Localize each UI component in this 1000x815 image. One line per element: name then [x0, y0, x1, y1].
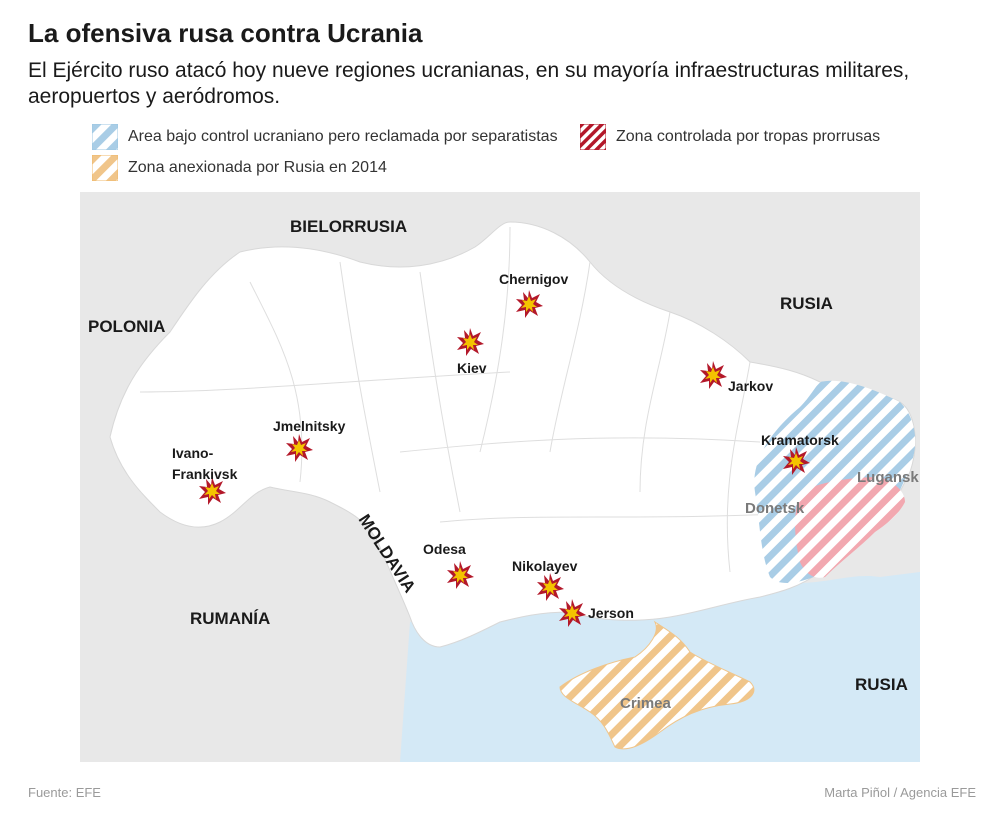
city-label-kramatorsk: Kramatorsk: [761, 432, 839, 448]
city-label-kiev: Kiev: [457, 360, 487, 376]
city-label-nikolayev: Nikolayev: [512, 558, 578, 574]
legend-label-disputed: Area bajo control ucraniano pero reclama…: [128, 128, 558, 145]
region-label-donetsk: Donetsk: [745, 500, 805, 517]
legend-label-prorussian: Zona controlada por tropas prorrusas: [616, 128, 881, 145]
footer-source: Fuente: EFE: [28, 785, 101, 800]
legend-item-prorussian: Zona controlada por tropas prorrusas: [580, 124, 880, 150]
country-label-bielorrusia: BIELORRUSIA: [290, 217, 407, 236]
page-subtitle: El Ejército ruso atacó hoy nueve regione…: [28, 59, 910, 108]
legend-swatch-orange-hatch: [92, 155, 118, 181]
legend-swatch-red-hatch: [580, 124, 606, 150]
footer-credit: Marta Piñol / Agencia EFE: [824, 785, 976, 800]
country-label-rumania: RUMANÍA: [190, 609, 270, 628]
prorussian-area: [795, 477, 905, 578]
region-label-lugansk: Lugansk: [857, 469, 919, 486]
city-label-odesa: Odesa: [423, 541, 466, 557]
legend-swatch-blue-hatch: [92, 124, 118, 150]
city-label-chernigov: Chernigov: [499, 271, 568, 287]
region-label-crimea: Crimea: [620, 695, 672, 712]
legend-label-annexed: Zona anexionada por Rusia en 2014: [128, 159, 387, 176]
legend-item-disputed: Area bajo control ucraniano pero reclama…: [92, 124, 558, 150]
country-label-rusia-south: RUSIA: [855, 675, 908, 694]
page-title: La ofensiva rusa contra Ucrania: [28, 18, 423, 48]
ukraine-map: BIELORRUSIA POLONIA RUSIA RUSIA RUMANÍA …: [80, 192, 920, 762]
city-label-ivano: Ivano-: [172, 445, 214, 461]
country-label-rusia-north: RUSIA: [780, 294, 833, 313]
oblast-boundaries: [139, 226, 821, 573]
city-label-jarkov: Jarkov: [728, 378, 773, 394]
country-label-polonia: POLONIA: [88, 317, 165, 336]
crimea-region: [559, 620, 755, 750]
city-label-frankivsk: Frankivsk: [172, 466, 238, 482]
city-label-jmelnitsky: Jmelnitsky: [273, 418, 346, 434]
legend-item-annexed: Zona anexionada por Rusia en 2014: [92, 155, 387, 181]
city-label-jerson: Jerson: [588, 605, 634, 621]
